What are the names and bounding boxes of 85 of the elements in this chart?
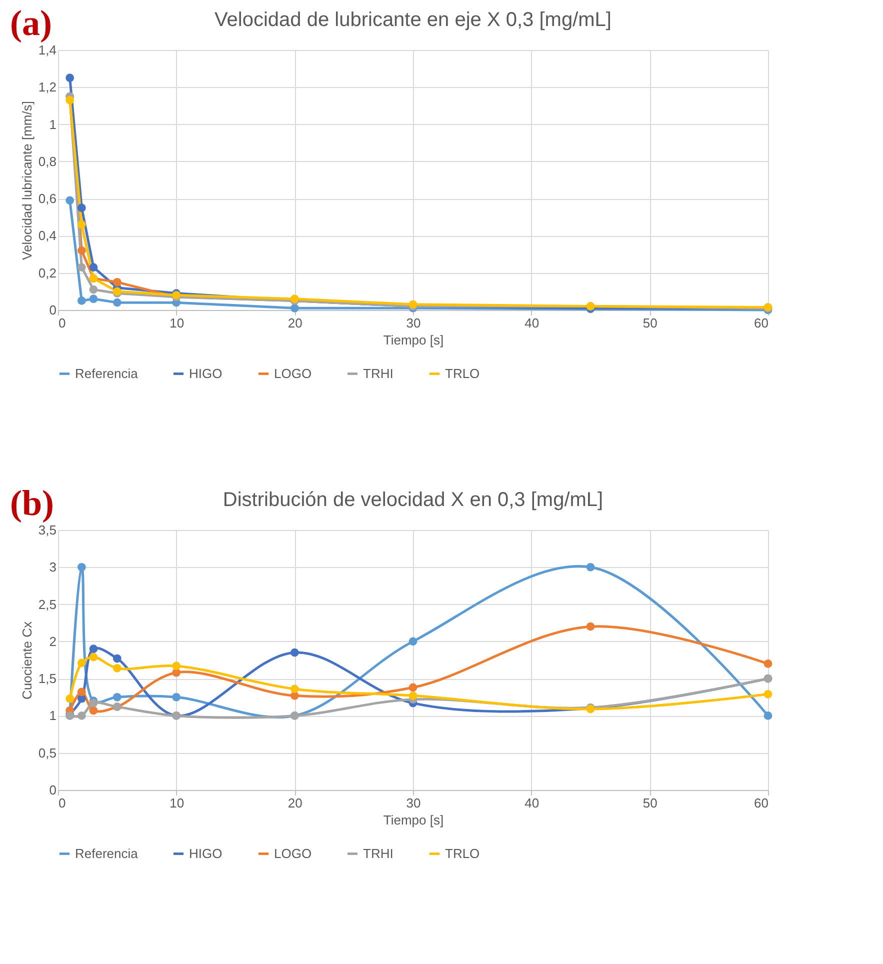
point (408, 637, 418, 646)
point (89, 644, 98, 654)
x-tick-label: 60 (754, 316, 768, 330)
point (66, 196, 74, 205)
text: (a) (10, 2, 52, 44)
point (290, 648, 299, 657)
y-tick-label: 2 (49, 634, 56, 649)
point (77, 246, 86, 255)
x-tick-label: 0 (58, 316, 66, 330)
point (290, 684, 299, 694)
legend-label: LOGO (274, 366, 312, 381)
legend-label: TRLO (445, 846, 480, 861)
point (77, 688, 86, 696)
y-tick-label: 1,5 (38, 671, 56, 686)
x-tick-label: 0 (58, 796, 66, 810)
y-tick-label: 0 (49, 302, 56, 318)
point (77, 712, 86, 720)
legend-label: HIGO (189, 846, 222, 861)
point (408, 683, 418, 692)
x-tick-label: 30 (406, 316, 421, 330)
point (77, 263, 86, 272)
chart-title: Velocidad de lubricante en eje X 0,3 [mg/mL] (214, 9, 612, 31)
point (89, 706, 98, 715)
x-tick-label: 10 (170, 316, 184, 330)
x-tick-label: 30 (406, 796, 421, 810)
point (408, 691, 418, 700)
x-tick-label: 50 (642, 796, 658, 810)
y-tick-label: 3 (49, 560, 56, 575)
y-tick-label: 1 (49, 708, 56, 724)
point (764, 712, 772, 720)
point (586, 622, 595, 631)
y-axis-title: Cuociente Cx (19, 620, 34, 700)
x-tick-label: 40 (524, 316, 540, 330)
point (89, 294, 98, 304)
point (66, 96, 74, 104)
point (77, 658, 86, 668)
point (77, 204, 86, 212)
point (66, 74, 74, 82)
chart-title: Distribución de velocidad X en 0,3 [mg/mL] (222, 489, 604, 511)
legend-label: Referencia (75, 846, 139, 861)
y-tick-label: 0,6 (38, 191, 56, 206)
x-axis-title: Tiempo [s] (383, 812, 444, 828)
point (112, 298, 122, 307)
legend-label: TRLO (445, 366, 480, 381)
y-tick-label: 1 (49, 116, 56, 132)
point (112, 664, 122, 672)
point (66, 694, 74, 703)
y-tick-label: 0 (49, 782, 56, 798)
legend-label: LOGO (274, 846, 312, 861)
x-tick-label: 20 (288, 316, 302, 330)
text: (b) (10, 482, 54, 524)
point (112, 278, 122, 286)
legend-label: TRHI (363, 846, 394, 861)
x-tick-label: 10 (170, 796, 184, 810)
point (586, 562, 595, 572)
x-tick-label: 40 (524, 796, 540, 810)
point (172, 692, 181, 702)
y-tick-label: 2,5 (38, 596, 56, 612)
y-tick-label: 0,4 (38, 228, 56, 244)
x-tick-label: 60 (754, 796, 768, 810)
y-axis-title: Velocidad lubricante [mm/s] (19, 101, 34, 260)
point (290, 304, 299, 312)
y-tick-label: 1,4 (38, 42, 56, 58)
y-tick-label: 0,8 (38, 154, 56, 169)
point (764, 660, 772, 668)
point (77, 562, 86, 572)
y-tick-label: 0,5 (38, 745, 56, 760)
point (112, 654, 122, 663)
point (89, 652, 98, 662)
x-axis-title: Tiempo [s] (383, 332, 444, 348)
legend-label: HIGO (189, 366, 222, 381)
y-tick-label: 0,2 (38, 265, 56, 280)
point (89, 263, 98, 272)
x-tick-label: 50 (642, 316, 658, 330)
point (172, 662, 181, 670)
legend-label: TRHI (363, 366, 394, 381)
y-tick-label: 1,2 (38, 80, 56, 95)
point (77, 220, 86, 229)
point (112, 692, 122, 702)
point (764, 690, 772, 698)
x-tick-label: 20 (288, 796, 302, 810)
y-tick-label: 3,5 (38, 522, 56, 538)
point (77, 296, 86, 305)
point (89, 285, 98, 294)
legend-label: Referencia (75, 366, 139, 381)
